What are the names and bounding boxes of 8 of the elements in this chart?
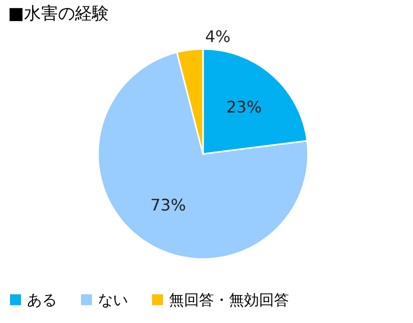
legend-label: ない [98,290,128,309]
data-label: 23% [226,97,262,116]
chart-title: ■水害の経験 [8,4,110,24]
legend-label: ある [27,290,57,309]
data-label: 4% [205,26,230,46]
data-label: 73% [150,195,186,214]
legend-label: 無回答・無効回答 [169,290,289,309]
pie-slice [97,52,309,260]
